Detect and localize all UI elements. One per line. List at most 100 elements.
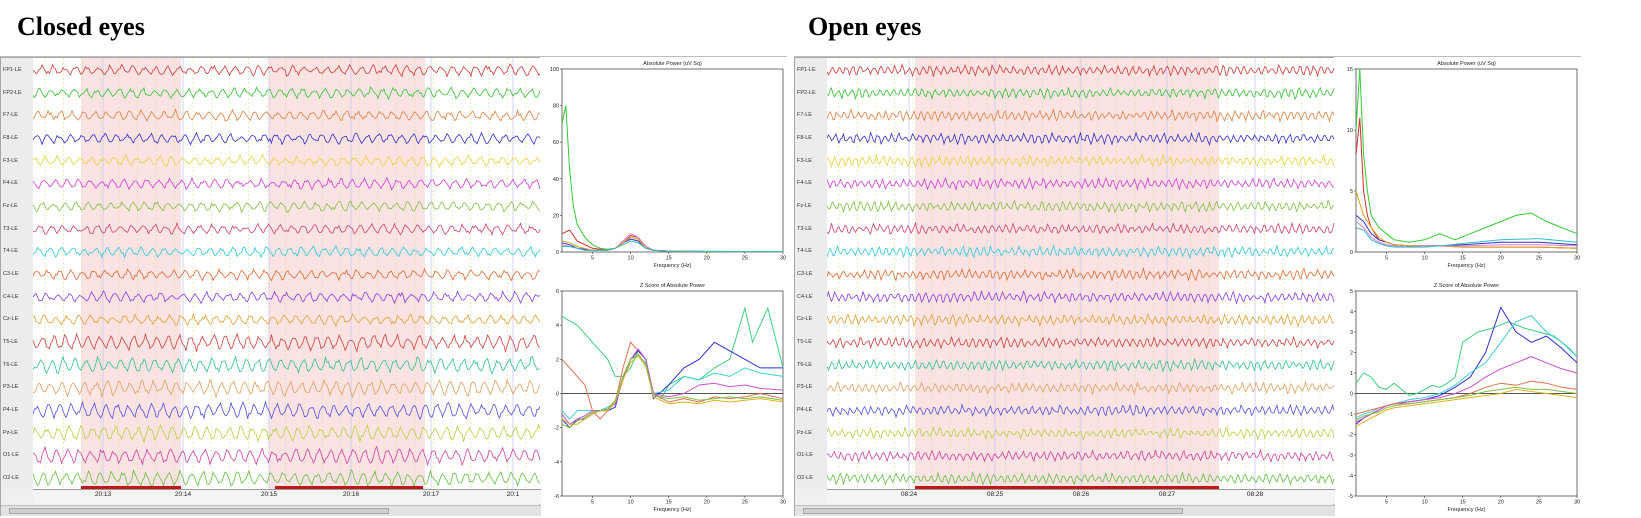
series-line [1355, 321, 1578, 397]
y-tick-label: 20 [553, 213, 559, 219]
series-line [1355, 388, 1578, 427]
eeg-trace [33, 468, 541, 488]
spectrum-area: Absolute Power (uV Sq) 5 10 15 20 25 30 0 5 10 15 F… [1342, 57, 1581, 516]
channel-label: F7-LE [797, 112, 812, 119]
eeg-trace [827, 357, 1335, 373]
channel-label: F8-LE [3, 134, 18, 141]
eeg-trace [827, 153, 1335, 169]
scrollbar-thumb[interactable] [9, 508, 389, 514]
chart-title: Z Score of Absolute Power [1434, 283, 1499, 289]
eeg-trace [827, 426, 1335, 441]
channel-label: T5-LE [3, 339, 18, 346]
channel-label: C3-LE [797, 271, 813, 277]
time-tick-label: 08:28 [1246, 491, 1264, 498]
channel-label: FP1-LE [797, 66, 816, 73]
eeg-trace [33, 355, 541, 376]
y-tick-label: 3 [1350, 330, 1353, 336]
channel-label: T3-LE [797, 225, 812, 232]
eeg-trace-pane: FP1-LE FP2-LE F7-LE F8-LE F3-LE F4-LE Fz-LE T3-… [794, 57, 1335, 516]
channel-label: P4-LE [3, 407, 19, 414]
y-tick-label: 0 [1350, 250, 1353, 256]
y-tick-label: 4 [1350, 310, 1353, 316]
series-line [561, 348, 784, 425]
eeg-trace [33, 312, 541, 328]
chart-title: Z Score of Absolute Power [640, 283, 705, 289]
x-axis-label: Frequency (Hz) [654, 507, 692, 513]
channel-label: F4-LE [797, 180, 812, 187]
channel-label: T6-LE [797, 361, 812, 368]
eeg-trace [33, 332, 541, 353]
eeg-trace [827, 198, 1335, 214]
channel-label-column: FP1-LE FP2-LE F7-LE F8-LE F3-LE F4-LE Fz-LE T3-… [1, 58, 34, 489]
x-tick-label: 10 [1422, 500, 1428, 506]
channel-label: C4-LE [797, 293, 813, 300]
eeg-trace [827, 244, 1335, 260]
x-tick-label: 30 [780, 256, 786, 262]
x-tick-label: 20 [704, 256, 710, 262]
time-tick-label: 20:1 [506, 491, 520, 498]
y-tick-label: 100 [550, 67, 559, 73]
channel-label: O2-LE [797, 475, 813, 482]
spectrum-area: Absolute Power (uV Sq) 5 10 15 20 25 30 0 20 40 60… [548, 57, 787, 516]
series-line [1355, 386, 1578, 421]
eeg-trace [827, 289, 1335, 305]
y-tick-label: -2 [1348, 433, 1353, 439]
y-tick-label: -3 [1348, 453, 1353, 459]
highlight-band [269, 58, 425, 489]
x-tick-label: 10 [1422, 256, 1428, 262]
eeg-trace [33, 221, 541, 237]
eeg-trace [827, 471, 1335, 487]
eeg-trace-area[interactable] [33, 58, 541, 489]
x-tick-label: 10 [628, 256, 634, 262]
eeg-trace [33, 290, 541, 305]
y-tick-label: -6 [554, 494, 559, 500]
y-tick-label: 2 [556, 357, 559, 363]
eeg-trace [827, 312, 1335, 328]
eeg-trace [33, 267, 541, 282]
time-tick-label: 08:26 [1072, 491, 1090, 498]
y-tick-label: 6 [556, 289, 559, 295]
y-tick-label: 1 [1350, 371, 1353, 377]
eeg-trace [33, 445, 541, 467]
x-tick-label: 30 [1574, 500, 1580, 506]
x-tick-label: 20 [1498, 500, 1504, 506]
y-tick-label: -1 [1348, 412, 1353, 418]
x-tick-label: 5 [1385, 256, 1388, 262]
channel-label: P3-LE [797, 384, 813, 391]
time-tick-label: 08:24 [900, 491, 918, 498]
x-tick-label: 25 [742, 256, 748, 262]
y-tick-label: 0 [556, 250, 559, 256]
segment-marker [275, 486, 423, 489]
eeg-trace [827, 335, 1335, 350]
chart-title: Absolute Power (uV Sq) [1437, 61, 1496, 67]
eeg-trace [827, 266, 1335, 282]
channel-label: FP2-LE [3, 89, 22, 96]
y-tick-label: 5 [1350, 189, 1353, 195]
plot-frame [561, 68, 784, 253]
absolute-power-chart: Absolute Power (uV Sq)5 10 15 20 25 30051015F… [1347, 61, 1580, 269]
horizontal-scrollbar[interactable] [795, 505, 1335, 516]
series-line [561, 306, 784, 400]
eeg-trace [827, 403, 1335, 419]
eeg-trace [827, 221, 1335, 235]
y-tick-label: 15 [1347, 67, 1353, 73]
time-tick-label: 20:13 [94, 491, 112, 498]
horizontal-scrollbar[interactable] [1, 505, 541, 516]
channel-label: O1-LE [797, 452, 813, 459]
x-tick-label: 20 [704, 500, 710, 506]
eeg-trace-area[interactable] [827, 58, 1335, 489]
channel-label: T5-LE [797, 339, 812, 346]
eeg-trace [827, 448, 1335, 463]
channel-label: FP2-LE [797, 89, 816, 96]
highlight-band [915, 58, 1219, 489]
x-tick-label: 15 [666, 256, 672, 262]
eeg-trace [33, 176, 541, 191]
eeg-trace [827, 131, 1335, 147]
series-line [561, 355, 784, 425]
x-axis-label: Frequency (Hz) [654, 263, 692, 269]
scrollbar-thumb[interactable] [803, 508, 1183, 514]
time-axis: 20:13 20:14 20:15 20:16 20:17 20:1 [33, 489, 541, 504]
x-tick-label: 25 [1536, 256, 1542, 262]
channel-label: Fz-LE [797, 202, 812, 209]
